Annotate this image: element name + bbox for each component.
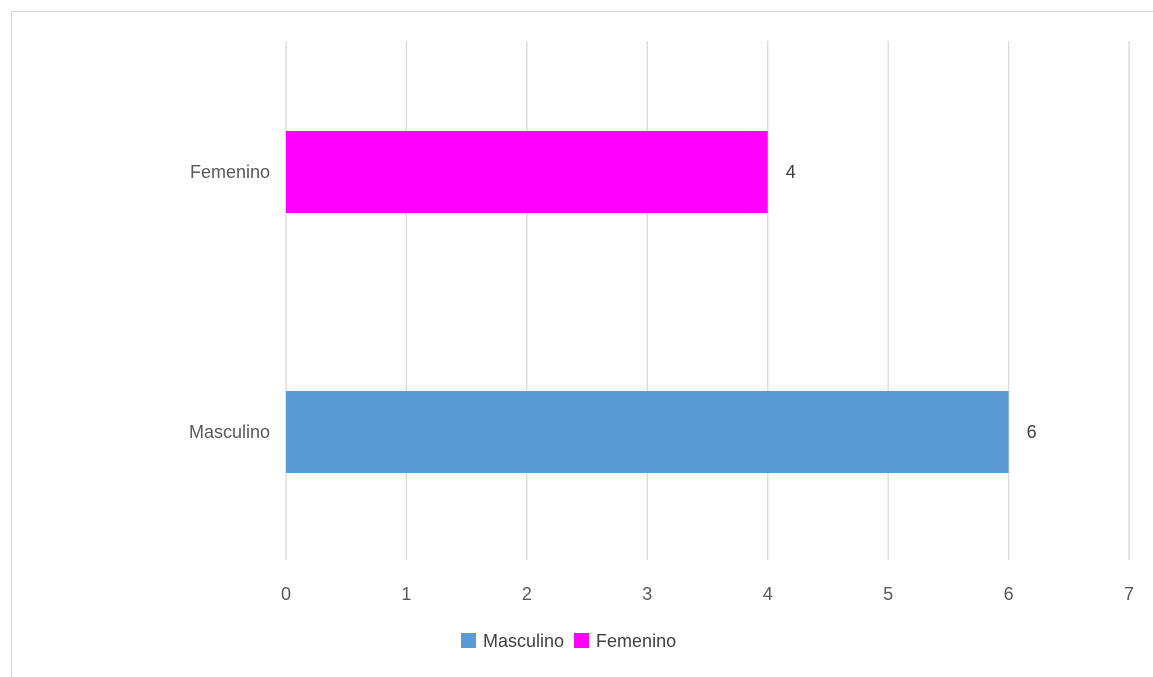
x-tick-label: 2 (522, 584, 532, 604)
legend-swatch-masculino (461, 633, 476, 648)
legend: Masculino Femenino (461, 631, 676, 651)
grid-layer (285, 41, 1130, 560)
x-tick-label: 3 (642, 584, 652, 604)
category-label-masculino: Masculino (189, 422, 270, 442)
x-tick-label: 4 (763, 584, 773, 604)
legend-label-femenino: Femenino (596, 631, 676, 651)
bar-femenino (286, 131, 768, 213)
x-tick-label: 6 (1004, 584, 1014, 604)
x-tick-label: 7 (1124, 584, 1134, 604)
category-label-femenino: Femenino (190, 162, 270, 182)
x-tick-label: 0 (281, 584, 291, 604)
data-label-femenino: 4 (786, 162, 796, 182)
bar-layer (286, 131, 1009, 473)
x-tick-label: 1 (401, 584, 411, 604)
legend-swatch-femenino (574, 633, 590, 648)
axis-layer: 0 1 2 3 4 5 6 7 Femenino Masculino (189, 162, 1134, 604)
legend-label-masculino: Masculino (483, 631, 564, 651)
x-tick-label: 5 (883, 584, 893, 604)
chart-frame (11, 11, 1153, 677)
bar-masculino (286, 391, 1009, 473)
label-layer: 46 (786, 162, 1037, 442)
data-label-masculino: 6 (1027, 422, 1037, 442)
